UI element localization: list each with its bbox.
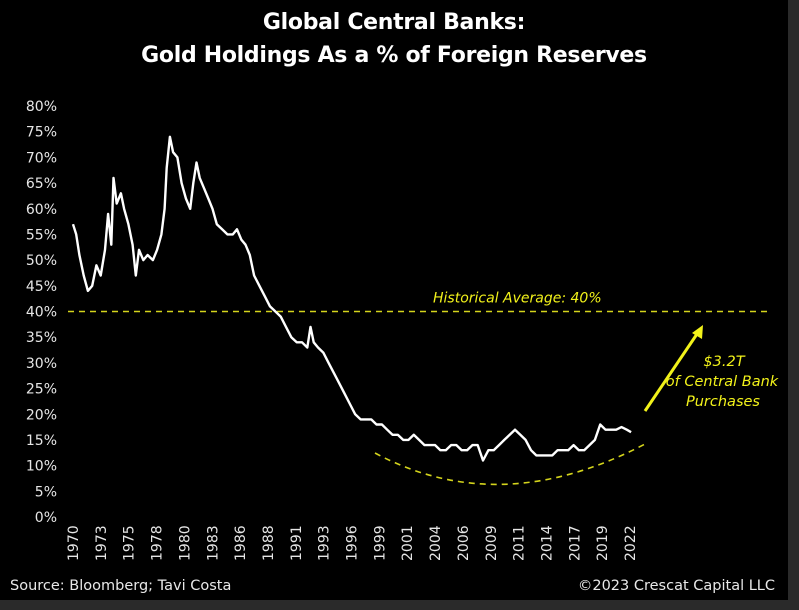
y-axis-ticks: 0% 5% 10% 15% 20% 25% 30% 35% 40% 45% 50% 55% 60% 65%… [26, 99, 57, 526]
y-tick-label: 50% [26, 253, 57, 269]
purchases-arrow [643, 325, 703, 412]
x-tick-label: 2017 [567, 525, 583, 561]
x-tick-label: 2006 [456, 525, 472, 561]
historical-average-label: Historical Average: 40% [433, 291, 602, 307]
x-tick-label: 2011 [512, 525, 528, 561]
x-tick-label: 1991 [289, 525, 305, 561]
x-tick-label: 1975 [122, 525, 138, 561]
x-tick-label: 2009 [484, 525, 500, 561]
y-tick-label: 35% [26, 330, 57, 346]
y-tick-label: 20% [26, 407, 57, 423]
y-tick-label: 15% [26, 433, 57, 449]
copyright-note: ©2023 Crescat Capital LLC [577, 578, 775, 594]
x-tick-label: 1988 [261, 525, 277, 561]
y-tick-label: 0% [35, 510, 57, 526]
chart-subtitle: Gold Holdings As a % of Foreign Reserves [141, 43, 647, 68]
x-tick-label: 1993 [317, 525, 333, 561]
y-tick-label: 75% [26, 125, 57, 141]
x-axis-ticks: 1970 1973 1975 1978 1980 1983 1986 1988 1991 1993… [66, 525, 639, 561]
x-tick-label: 2001 [400, 525, 416, 561]
y-tick-label: 30% [26, 356, 57, 372]
trough-arc [374, 443, 646, 486]
x-tick-label: 1970 [66, 525, 82, 561]
x-tick-label: 1986 [233, 525, 249, 561]
y-tick-label: 5% [35, 484, 57, 500]
chart-title: Global Central Banks: [262, 10, 526, 35]
chart-svg: 0% 5% 10% 15% 20% 25% 30% 35% 40% 45% 50% 55% 60% 65%… [26, 99, 779, 561]
source-note: Source: Bloomberg; Tavi Costa [10, 578, 232, 594]
y-tick-label: 60% [26, 202, 57, 218]
x-tick-label: 1999 [372, 525, 388, 561]
y-tick-label: 55% [26, 227, 57, 243]
purchase-amount-label: $3.2T [703, 354, 745, 370]
y-tick-label: 25% [26, 382, 57, 398]
x-tick-label: 1978 [150, 525, 166, 561]
x-tick-label: 2019 [595, 525, 611, 561]
y-tick-label: 10% [26, 459, 57, 475]
y-tick-label: 70% [26, 150, 57, 166]
y-tick-label: 65% [26, 176, 57, 192]
purchase-desc-label: of Central Bank [666, 374, 779, 390]
chart-frame [0, 0, 788, 600]
gold-holdings-line [71, 135, 632, 462]
x-tick-label: 2014 [539, 525, 555, 561]
y-tick-label: 80% [26, 99, 57, 115]
y-tick-label: 40% [26, 305, 57, 321]
x-tick-label: 2022 [623, 525, 639, 561]
x-tick-label: 1980 [177, 525, 193, 561]
x-tick-label: 2004 [428, 525, 444, 561]
y-tick-label: 45% [26, 279, 57, 295]
x-tick-label: 1983 [205, 525, 221, 561]
purchase-desc-label-2: Purchases [686, 394, 760, 410]
x-tick-label: 1996 [345, 525, 361, 561]
x-tick-label: 1973 [94, 525, 110, 561]
